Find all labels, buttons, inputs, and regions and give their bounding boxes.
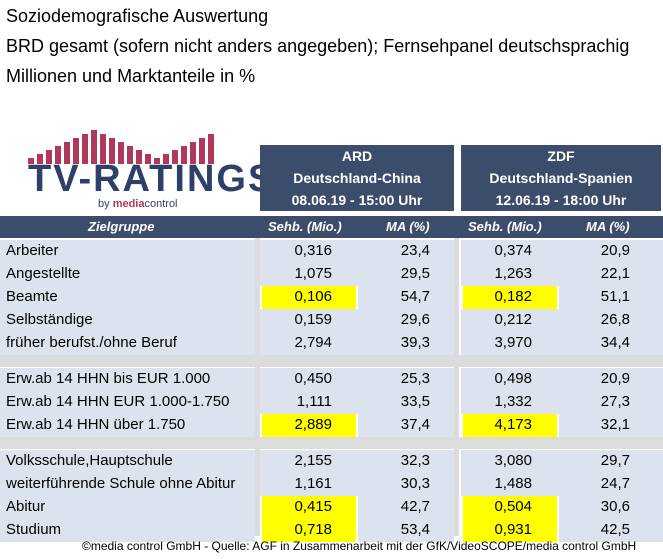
row-label: Erw.ab 14 HHN über 1.750: [6, 416, 185, 433]
cell-zdf-sehb: 0,374: [472, 242, 532, 259]
cell-zdf-sehb: 0,504: [472, 498, 532, 515]
cell-ard-ma: 39,3: [370, 334, 430, 351]
col-zdf-ma: MA (%): [586, 219, 630, 234]
cell-zdf-sehb: 3,970: [472, 334, 532, 351]
logo-wordmark: TV-RATINGS: [28, 158, 275, 201]
cell-zdf-sehb: 0,498: [472, 370, 532, 387]
cell-zdf-ma: 34,4: [570, 334, 630, 351]
cell-zdf-ma: 51,1: [570, 288, 630, 305]
cell-ard-ma: 53,4: [370, 521, 430, 538]
cell-ard-ma: 42,7: [370, 498, 430, 515]
cell-zdf-sehb: 0,182: [472, 288, 532, 305]
report-title: Soziodemografische Auswertung: [6, 4, 268, 28]
cell-zdf-sehb: 3,080: [472, 452, 532, 469]
channel-name: ARD: [260, 145, 454, 167]
channel-name: ZDF: [461, 145, 661, 167]
channel-match: Deutschland-China: [260, 167, 454, 189]
table-row: früher berufst./ohne Beruf 2,794 39,3 3,970…: [0, 332, 663, 355]
cell-ard-sehb: 0,450: [272, 370, 332, 387]
table-row: Erw.ab 14 HHN EUR 1.000-1.750 1,111 33,5 1,…: [0, 391, 663, 414]
cell-zdf-ma: 27,3: [570, 393, 630, 410]
table-row: Volksschule,Hauptschule 2,155 32,3 3,080 29,…: [0, 450, 663, 473]
tv-ratings-logo: TV-RATINGS by mediacontrol: [28, 128, 218, 212]
row-label: früher berufst./ohne Beruf: [6, 334, 177, 351]
cell-ard-sehb: 2,794: [272, 334, 332, 351]
cell-zdf-sehb: 4,173: [472, 416, 532, 433]
cell-ard-sehb: 2,155: [272, 452, 332, 469]
channel-date: 12.06.19 - 18:00 Uhr: [461, 189, 661, 211]
row-label: Studium: [6, 521, 61, 538]
col-zdf-sehb: Sehb. (Mio.): [468, 219, 542, 234]
cell-zdf-ma: 20,9: [570, 370, 630, 387]
group-separator: [0, 355, 663, 367]
cell-ard-sehb: 0,159: [272, 311, 332, 328]
channel-match: Deutschland-Spanien: [461, 167, 661, 189]
table-row: Selbständige 0,159 29,6 0,212 26,8: [0, 309, 663, 332]
cell-ard-sehb: 0,718: [272, 521, 332, 538]
col-zielgruppe: Zielgruppe: [88, 219, 154, 234]
cell-ard-ma: 33,5: [370, 393, 430, 410]
cell-ard-ma: 29,6: [370, 311, 430, 328]
row-label: Beamte: [6, 288, 58, 305]
table-row: Erw.ab 14 HHN über 1.750 2,889 37,4 4,173 32…: [0, 414, 663, 437]
row-label: Selbständige: [6, 311, 93, 328]
row-label: Volksschule,Hauptschule: [6, 452, 173, 469]
channel-header-zdf: ZDF Deutschland-Spanien 12.06.19 - 18:00…: [461, 145, 661, 211]
cell-ard-sehb: 1,111: [272, 393, 332, 410]
col-ard-sehb: Sehb. (Mio.): [268, 219, 342, 234]
cell-zdf-sehb: 0,931: [472, 521, 532, 538]
row-label: Erw.ab 14 HHN EUR 1.000-1.750: [6, 393, 229, 410]
cell-zdf-ma: 42,5: [570, 521, 630, 538]
cell-ard-sehb: 0,415: [272, 498, 332, 515]
table-row: Abitur 0,415 42,7 0,504 30,6: [0, 496, 663, 519]
column-separator: [255, 238, 260, 536]
cell-ard-sehb: 0,106: [272, 288, 332, 305]
cell-ard-sehb: 0,316: [272, 242, 332, 259]
cell-zdf-sehb: 1,332: [472, 393, 532, 410]
cell-zdf-ma: 20,9: [570, 242, 630, 259]
logo-byline-prefix: by: [98, 198, 113, 210]
column-header-row: Zielgruppe Sehb. (Mio.) MA (%) Sehb. (Mi…: [0, 216, 663, 238]
group-separator: [0, 437, 663, 449]
cell-ard-ma: 25,3: [370, 370, 430, 387]
table-row: weiterführende Schule ohne Abitur 1,161 30…: [0, 473, 663, 496]
cell-zdf-ma: 30,6: [570, 498, 630, 515]
cell-zdf-ma: 26,8: [570, 311, 630, 328]
row-label: Erw.ab 14 HHN bis EUR 1.000: [6, 370, 210, 387]
cell-ard-sehb: 1,161: [272, 475, 332, 492]
col-ard-ma: MA (%): [386, 219, 430, 234]
cell-ard-sehb: 2,889: [272, 416, 332, 433]
cell-ard-ma: 32,3: [370, 452, 430, 469]
table-row: Erw.ab 14 HHN bis EUR 1.000 0,450 25,3 0,49…: [0, 368, 663, 391]
cell-ard-ma: 54,7: [370, 288, 430, 305]
row-label: Arbeiter: [6, 242, 59, 259]
row-label: weiterführende Schule ohne Abitur: [6, 475, 235, 492]
cell-zdf-ma: 24,7: [570, 475, 630, 492]
cell-zdf-ma: 22,1: [570, 265, 630, 282]
table-row: Angestellte 1,075 29,5 1,263 22,1: [0, 263, 663, 286]
cell-ard-ma: 30,3: [370, 475, 430, 492]
column-separator: [454, 238, 459, 536]
cell-zdf-ma: 32,1: [570, 416, 630, 433]
cell-zdf-sehb: 1,488: [472, 475, 532, 492]
table-row: Beamte 0,106 54,7 0,182 51,1: [0, 286, 663, 309]
cell-zdf-sehb: 0,212: [472, 311, 532, 328]
row-label: Abitur: [6, 498, 45, 515]
cell-ard-sehb: 1,075: [272, 265, 332, 282]
cell-ard-ma: 37,4: [370, 416, 430, 433]
cell-zdf-sehb: 1,263: [472, 265, 532, 282]
cell-ard-ma: 29,5: [370, 265, 430, 282]
channel-date: 08.06.19 - 15:00 Uhr: [260, 189, 454, 211]
row-label: Angestellte: [6, 265, 80, 282]
report-units: Millionen und Marktanteile in %: [6, 64, 255, 88]
table-row: Arbeiter 0,316 23,4 0,374 20,9: [0, 240, 663, 263]
source-footer: ©media control GmbH - Quelle: AGF in Zus…: [82, 539, 636, 553]
logo-byline-brand: media: [113, 198, 145, 210]
logo-byline: by mediacontrol: [98, 198, 178, 210]
report-scope: BRD gesamt (sofern nicht anders angegebe…: [6, 34, 629, 58]
cell-zdf-ma: 29,7: [570, 452, 630, 469]
channel-header-ard: ARD Deutschland-China 08.06.19 - 15:00 U…: [260, 145, 454, 211]
logo-byline-suffix: control: [144, 198, 177, 210]
cell-ard-ma: 23,4: [370, 242, 430, 259]
